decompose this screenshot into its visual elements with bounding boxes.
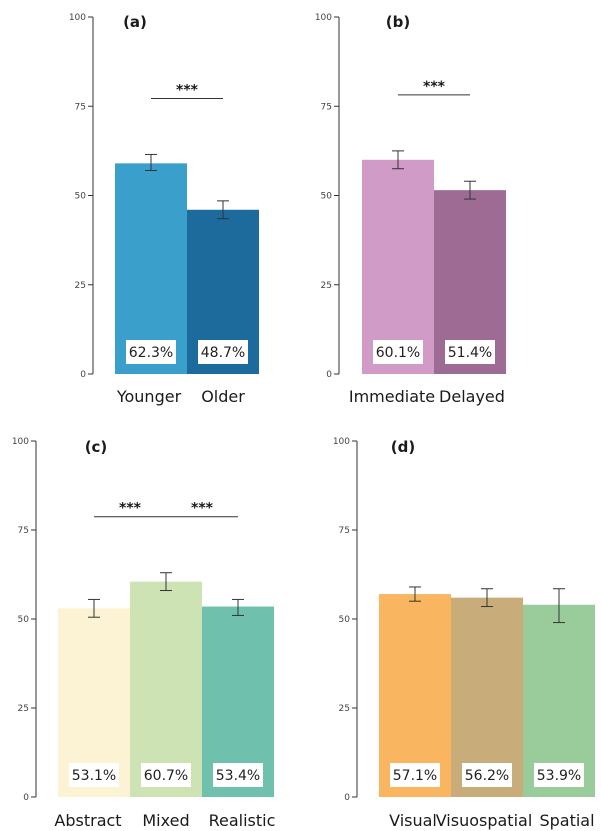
value-label: 56.2% — [465, 768, 509, 784]
y-tick-label: 100 — [69, 13, 86, 23]
y-tick-label: 25 — [18, 704, 29, 714]
category-label: Younger — [116, 387, 182, 406]
bar — [115, 163, 187, 374]
y-tick-label: 0 — [344, 793, 350, 803]
value-label: 51.4% — [448, 345, 492, 361]
y-tick-label: 25 — [75, 281, 86, 291]
value-label: 53.1% — [72, 768, 116, 784]
panel-label: (d) — [391, 438, 415, 456]
significance-label: *** — [191, 501, 214, 517]
value-label-box — [445, 340, 495, 364]
category-label: Abstract — [54, 811, 121, 830]
value-label-box — [390, 763, 440, 787]
category-label: Older — [201, 387, 245, 406]
value-label: 60.1% — [376, 345, 420, 361]
panel-label: (a) — [123, 13, 147, 31]
y-tick-label: 50 — [339, 615, 351, 625]
chart-panel-c: 0 25 50 75 100 (c) 53.1% Abstract 60.7% Mixed 53.4… — [12, 437, 276, 830]
significance-label: *** — [423, 79, 446, 95]
value-label-box — [69, 763, 119, 787]
bar — [362, 159, 434, 374]
y-tick-label: 75 — [75, 102, 86, 112]
value-label-box — [534, 763, 584, 787]
value-label: 53.9% — [537, 768, 581, 784]
bar — [130, 581, 202, 797]
y-tick-label: 75 — [339, 526, 350, 536]
value-label: 57.1% — [393, 768, 437, 784]
category-label: Visuospatial — [436, 811, 533, 830]
y-tick-label: 0 — [23, 793, 29, 803]
chart-panel-b: 0 25 50 75 100 (b) 60.1% Immediate 51.4% Delayed *… — [315, 13, 506, 406]
y-tick-label: 0 — [326, 370, 332, 380]
category-label: Mixed — [142, 811, 189, 830]
value-label: 60.7% — [144, 768, 188, 784]
value-label: 62.3% — [129, 345, 173, 361]
y-tick-label: 100 — [333, 437, 350, 447]
value-label-box — [373, 340, 423, 364]
y-tick-label: 25 — [339, 704, 350, 714]
chart-panel-a: 0 25 50 75 100 (a) 62.3% Younger 48.7% Older *** — [69, 13, 259, 406]
y-tick-label: 100 — [12, 437, 29, 447]
chart-panel-d: 0 25 50 75 100 (d) 57.1% Visual 56.2% Visuospatia… — [333, 437, 595, 830]
y-tick-label: 100 — [315, 13, 332, 23]
category-label: Immediate — [349, 387, 435, 406]
panel-label: (b) — [386, 13, 410, 31]
y-tick-label: 75 — [321, 102, 332, 112]
category-label: Visual — [389, 811, 437, 830]
category-label: Realistic — [209, 811, 276, 830]
y-tick-label: 50 — [75, 192, 87, 202]
y-tick-label: 50 — [18, 615, 30, 625]
y-tick-label: 0 — [80, 370, 86, 380]
value-label: 53.4% — [216, 768, 260, 784]
y-tick-label: 25 — [321, 281, 332, 291]
panel-label: (c) — [85, 438, 108, 456]
value-label-box — [126, 340, 176, 364]
value-label-box — [213, 763, 263, 787]
y-tick-label: 50 — [321, 192, 333, 202]
y-tick-label: 75 — [18, 526, 29, 536]
significance-label: *** — [119, 501, 142, 517]
value-label: 48.7% — [201, 345, 245, 361]
category-label: Spatial — [539, 811, 594, 830]
significance-label: *** — [176, 82, 199, 98]
category-label: Delayed — [439, 387, 505, 406]
value-label-box — [141, 763, 191, 787]
value-label-box — [198, 340, 248, 364]
value-label-box — [462, 763, 512, 787]
